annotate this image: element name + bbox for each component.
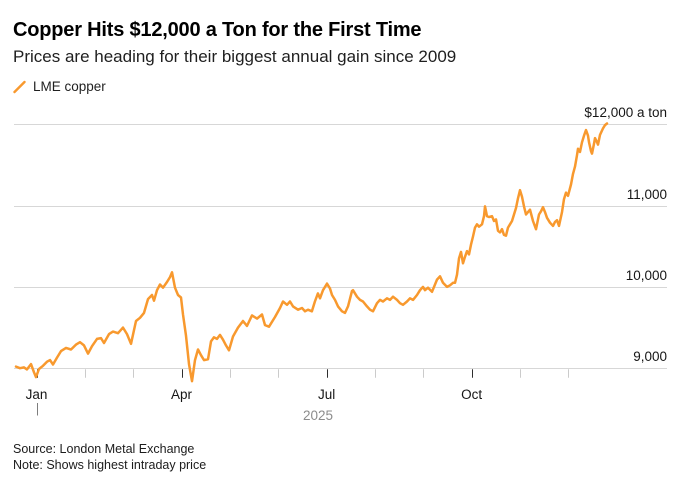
- x-axis-label: Jul: [317, 387, 336, 402]
- y-axis-label: 9,000: [633, 349, 667, 365]
- gridlines: [14, 124, 667, 369]
- x-axis-label: Apr: [171, 387, 193, 402]
- footnotes: Source: London Metal Exchange Note: Show…: [13, 441, 206, 473]
- y-axis-label: 10,000: [625, 267, 667, 283]
- x-axis-year-label: 2025: [302, 408, 334, 423]
- x-axis-ticks: [37, 369, 569, 416]
- methodology-note: Note: Shows highest intraday price: [13, 458, 207, 472]
- diagonal-line-icon: [13, 80, 26, 93]
- page-subtitle: Prices are heading for their biggest ann…: [13, 47, 457, 66]
- legend: LME copper: [13, 79, 106, 94]
- y-axis-label: $12,000 a ton: [584, 105, 667, 121]
- page-title: Copper Hits $12,000 a Ton for the First …: [13, 19, 422, 41]
- x-axis-label: Oct: [461, 387, 483, 402]
- legend-label: LME copper: [33, 79, 106, 94]
- price-line: [14, 122, 609, 383]
- source-note: Source: London Metal Exchange: [13, 442, 195, 456]
- x-axis-label: Jan: [25, 387, 48, 402]
- y-axis-label: 11,000: [626, 186, 667, 202]
